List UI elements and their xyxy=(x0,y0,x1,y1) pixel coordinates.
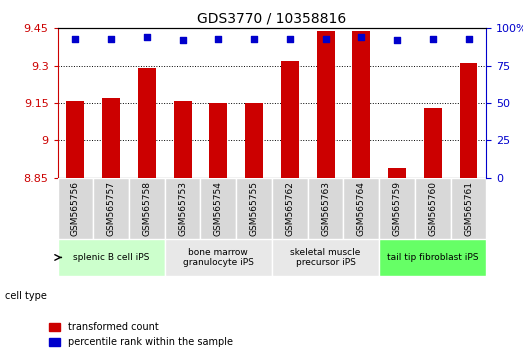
Text: GSM565760: GSM565760 xyxy=(428,181,437,236)
Text: skeletal muscle
precursor iPS: skeletal muscle precursor iPS xyxy=(290,248,361,267)
Text: cell type: cell type xyxy=(5,291,47,301)
Text: GSM565756: GSM565756 xyxy=(71,181,80,236)
Text: GSM565759: GSM565759 xyxy=(393,181,402,236)
Point xyxy=(393,38,401,43)
Point xyxy=(107,36,115,42)
Text: GSM565762: GSM565762 xyxy=(286,181,294,236)
FancyBboxPatch shape xyxy=(344,178,379,239)
Title: GDS3770 / 10358816: GDS3770 / 10358816 xyxy=(197,12,347,26)
Text: splenic B cell iPS: splenic B cell iPS xyxy=(73,253,150,262)
Text: GSM565753: GSM565753 xyxy=(178,181,187,236)
Bar xyxy=(388,168,406,178)
FancyBboxPatch shape xyxy=(272,178,308,239)
FancyBboxPatch shape xyxy=(165,239,272,276)
Bar xyxy=(174,101,191,178)
FancyBboxPatch shape xyxy=(379,239,486,276)
FancyBboxPatch shape xyxy=(200,178,236,239)
Text: GSM565764: GSM565764 xyxy=(357,181,366,236)
Point xyxy=(143,34,151,40)
Bar xyxy=(460,63,477,178)
Bar xyxy=(209,103,228,178)
FancyBboxPatch shape xyxy=(379,178,415,239)
Point xyxy=(286,36,294,42)
Bar xyxy=(102,98,120,178)
FancyBboxPatch shape xyxy=(58,239,165,276)
Text: GSM565757: GSM565757 xyxy=(107,181,116,236)
Bar xyxy=(316,31,335,178)
Text: bone marrow
granulocyte iPS: bone marrow granulocyte iPS xyxy=(183,248,254,267)
FancyBboxPatch shape xyxy=(308,178,344,239)
Text: GSM565758: GSM565758 xyxy=(142,181,151,236)
Text: GSM565761: GSM565761 xyxy=(464,181,473,236)
Point xyxy=(71,36,79,42)
FancyBboxPatch shape xyxy=(451,178,486,239)
FancyBboxPatch shape xyxy=(236,178,272,239)
Point xyxy=(178,38,187,43)
Text: GSM565754: GSM565754 xyxy=(214,181,223,236)
Bar xyxy=(353,31,370,178)
Legend: transformed count, percentile rank within the sample: transformed count, percentile rank withi… xyxy=(47,320,235,349)
Bar xyxy=(424,108,442,178)
Point xyxy=(214,36,223,42)
Bar xyxy=(245,103,263,178)
Point xyxy=(321,36,329,42)
Text: tail tip fibroblast iPS: tail tip fibroblast iPS xyxy=(387,253,479,262)
Point xyxy=(464,36,473,42)
FancyBboxPatch shape xyxy=(165,178,200,239)
FancyBboxPatch shape xyxy=(415,178,451,239)
Point xyxy=(250,36,258,42)
Point xyxy=(429,36,437,42)
Text: GSM565763: GSM565763 xyxy=(321,181,330,236)
FancyBboxPatch shape xyxy=(272,239,379,276)
FancyBboxPatch shape xyxy=(58,178,93,239)
Bar xyxy=(138,68,156,178)
Bar xyxy=(66,101,84,178)
Point xyxy=(357,34,366,40)
FancyBboxPatch shape xyxy=(93,178,129,239)
Bar xyxy=(281,61,299,178)
FancyBboxPatch shape xyxy=(129,178,165,239)
Text: GSM565755: GSM565755 xyxy=(249,181,258,236)
